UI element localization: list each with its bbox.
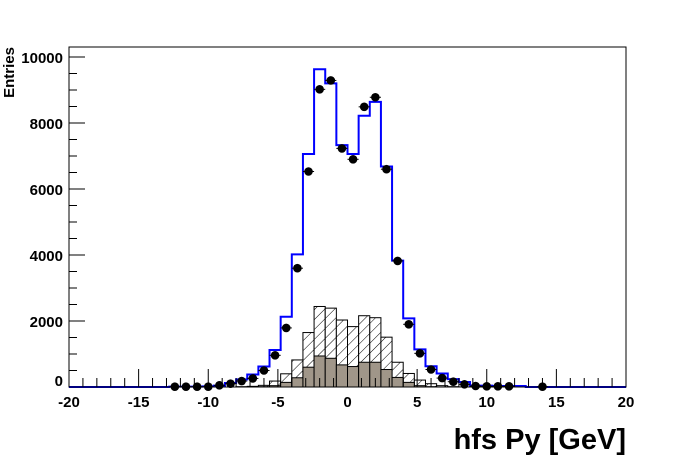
y-tick-label: 2000 [30,314,63,331]
data-point [358,102,370,112]
y-tick-label: 10000 [21,50,63,67]
x-tick-label: -5 [271,394,284,411]
data-point [380,164,393,174]
x-tick-label: -15 [128,394,150,411]
data-point [392,256,404,266]
grey-bin [391,376,404,388]
y-tick-label: 8000 [30,116,63,133]
grey-bin [280,381,293,388]
data-point [447,377,459,387]
grey-bin [347,366,360,388]
data-point [302,167,315,176]
data-point [269,351,281,360]
data-point [369,92,381,102]
y-tick-label: 4000 [30,248,63,265]
data-point [492,382,504,391]
grey-bin [380,369,393,388]
y-tick-label: 0 [55,373,63,390]
data-point [314,85,326,94]
data-point [247,374,259,383]
data-point [213,381,225,390]
data-point [224,379,237,389]
data-point [236,376,248,386]
x-tick-label: 10 [478,394,495,411]
grey-bin [402,381,415,388]
data-point [436,373,448,383]
y-axis-title: Entries [1,47,18,98]
data-point [425,365,437,374]
x-tick-label: 15 [548,394,565,411]
grey-bin [302,366,315,388]
y-tick-label: 6000 [30,182,63,199]
data-point [336,144,348,153]
data-point [403,320,415,329]
data-point [470,381,482,391]
data-point [325,76,337,85]
x-tick-label: 0 [343,394,351,411]
x-axis-title: hfs Py [GeV] [454,424,626,456]
x-tick-label: 5 [413,394,421,411]
data-point [414,349,426,358]
x-tick-label: -10 [197,394,219,411]
grey-bin [324,357,337,388]
data-point [258,366,270,375]
data-point [503,382,515,391]
x-tick-label: -20 [58,394,80,411]
grey-bin [291,377,304,388]
grey-bin [335,364,348,388]
data-point [291,263,303,273]
grey-bin [358,361,371,388]
data-point [280,323,292,333]
data-point [347,155,359,164]
x-tick-label: 20 [618,394,635,411]
